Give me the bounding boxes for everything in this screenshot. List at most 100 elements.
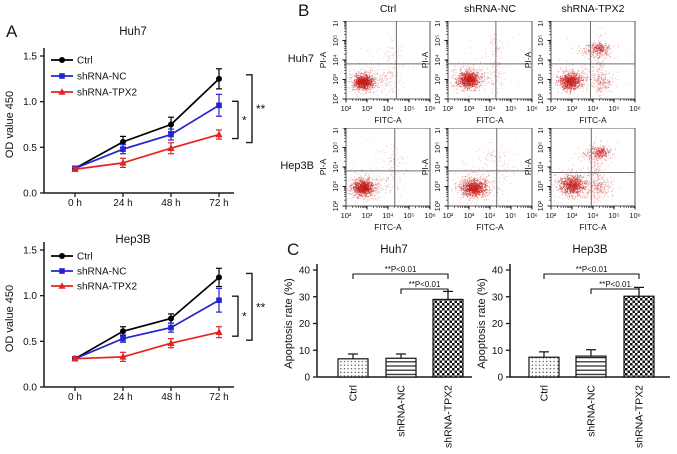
x-axis-label: FITC-A	[476, 115, 504, 125]
y-tick-label: 10⁴	[536, 54, 545, 66]
bar-shrna-tpx2	[432, 298, 464, 378]
x-tick-label: 10⁵	[608, 211, 619, 220]
data-point-triangle	[58, 88, 66, 95]
y-tick-label: 10⁵	[331, 142, 340, 153]
y-tick-label: 10⁶	[331, 21, 340, 27]
x-tick-label: 10⁶	[424, 104, 435, 113]
significance-bracket	[400, 288, 449, 294]
y-tick-label: 1.5	[23, 52, 37, 63]
y-axis-label: PI-A	[318, 51, 328, 68]
legend-label: shRNA-NC	[77, 72, 126, 83]
y-tick-label: 10	[299, 346, 311, 357]
y-axis-label: PI-A	[318, 158, 328, 175]
x-category-label: shRNA-NC	[586, 385, 598, 437]
scatter-points-canvas	[346, 128, 430, 206]
x-category-label: shRNA-TPX2	[634, 385, 646, 448]
x-tick-label: 10³	[464, 104, 475, 113]
data-point-circle	[59, 57, 65, 63]
y-axis-label: PI-A	[420, 158, 430, 175]
y-tick-label: 10³	[536, 74, 545, 85]
x-tick-label: 10⁴	[382, 211, 394, 220]
y-tick-label: 1.0	[23, 291, 37, 302]
x-tick-label: 72 h	[209, 198, 228, 209]
y-tick-label: 0	[497, 373, 503, 384]
y-axis-label: Apoptosis rate (%)	[283, 278, 295, 368]
x-tick-label: 10²	[341, 211, 352, 220]
y-tick-label: 10⁵	[536, 142, 545, 153]
plot-frame	[550, 128, 636, 207]
y-tick-label: 10²	[433, 200, 442, 211]
data-point-square	[120, 146, 126, 152]
y-tick-label: 30	[492, 292, 504, 303]
data-point-circle	[120, 138, 126, 145]
y-tick-label: 10²	[433, 93, 442, 104]
data-point-square	[59, 73, 65, 79]
series-line	[74, 299, 220, 360]
x-category-label: shRNA-TPX2	[443, 385, 455, 448]
huh7-proliferation-chart: Huh7 0.0 0.5 1.0 1.5 0 h 24 h 48 h 72 h OD value …	[0, 18, 272, 228]
bar-chart-svg: Huh7 0 10 20 30 40 Apoptosis rate (%) Ctrl shRNA…	[283, 244, 472, 448]
x-tick-label: 10³	[464, 211, 475, 220]
x-tick-label: 0 h	[68, 198, 82, 209]
data-point-square	[216, 297, 222, 304]
series-shrna-nc	[72, 93, 222, 172]
series-line	[74, 331, 220, 360]
x-tick-label: 10⁴	[587, 104, 599, 113]
panel-b-label: B	[298, 1, 310, 20]
chart-title: Hep3B	[572, 244, 607, 256]
x-tick-label: 10³	[362, 211, 373, 220]
y-tick-label: 10⁶	[433, 128, 442, 134]
y-tick-label: 10³	[331, 74, 340, 85]
x-tick-label: 10²	[546, 211, 557, 220]
data-point-triangle	[58, 282, 66, 289]
x-tick-label: 48 h	[161, 198, 180, 209]
scatter-points-canvas	[448, 128, 532, 206]
y-tick-label: 30	[299, 292, 311, 303]
y-tick-label: 1.0	[23, 97, 37, 108]
x-tick-label: 10⁵	[403, 211, 414, 220]
x-tick-label: 10⁶	[629, 104, 640, 113]
x-tick-label: 0 h	[68, 392, 82, 403]
significance-label: **P<0.01	[409, 280, 441, 289]
y-tick-label: 10⁴	[433, 161, 442, 173]
series-line	[74, 78, 220, 170]
series-shrna-tpx2	[71, 129, 223, 173]
data-point-circle	[59, 253, 65, 259]
significance-label: **	[256, 102, 266, 116]
scatter-points-canvas	[551, 128, 635, 206]
legend-item-shrna-nc: shRNA-NC	[51, 267, 126, 278]
data-point-triangle	[71, 354, 79, 362]
x-tick-label: 10⁴	[382, 104, 394, 113]
y-tick-label: 10³	[433, 74, 442, 85]
x-tick-label: 10³	[567, 211, 578, 220]
x-tick-label: 10²	[443, 211, 454, 220]
y-tick-label: 40	[492, 266, 504, 277]
flow-plot-hep3b-ctrl: 10² 10² 10³ 10³ 10⁴ 10⁴ 10⁵ 10⁵ 10⁶ 10⁶ FITC-A PI-A	[316, 128, 442, 240]
significance-bracket	[246, 74, 253, 144]
significance-label: *	[242, 113, 247, 127]
data-point-triangle	[167, 144, 175, 152]
x-axis-label: FITC-A	[579, 115, 607, 125]
plot-frame	[447, 128, 533, 207]
hep3b-apoptosis-chart: Hep3B 0 10 20 30 40 Apoptosis rate (%) Ctrl shRN…	[470, 238, 677, 454]
data-point-triangle	[119, 159, 127, 166]
y-tick-label: 10⁵	[536, 35, 545, 46]
significance-label: *	[242, 310, 247, 324]
bar-shrna-tpx2	[623, 295, 655, 378]
significance-label: **P<0.01	[576, 265, 608, 274]
y-tick-label: 10⁴	[331, 161, 340, 173]
x-tick-label: 48 h	[161, 392, 180, 403]
y-axis-label: PI-A	[523, 158, 533, 175]
data-point-circle	[216, 75, 222, 82]
significance-bracket	[543, 273, 640, 279]
x-tick-label: 72 h	[209, 392, 228, 403]
legend-item-shrna-nc: shRNA-NC	[51, 72, 126, 83]
y-tick-label: 10²	[536, 200, 545, 211]
flow-plot-huh7-shrna-nc: 10² 10² 10³ 10³ 10⁴ 10⁴ 10⁵ 10⁵ 10⁶ 10⁶ FITC-A PI-A	[418, 21, 544, 133]
y-tick-label: 20	[299, 319, 311, 330]
